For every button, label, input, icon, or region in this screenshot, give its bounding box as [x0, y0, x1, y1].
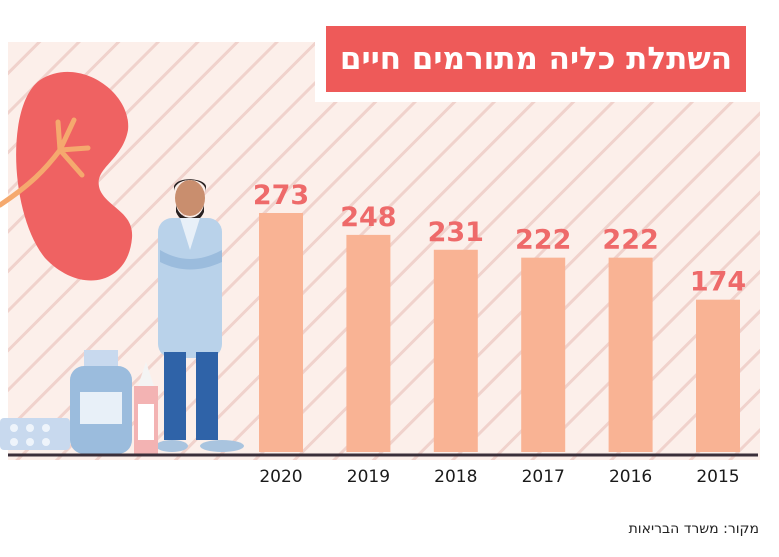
vial-icon: [134, 362, 158, 454]
title-banner: השתלת כליה מתורמים חיים: [326, 26, 746, 92]
bars-group: [259, 213, 740, 452]
value-label-2017: 222: [515, 225, 571, 256]
x-tick-2015: 2015: [696, 467, 739, 487]
x-tick-2016: 2016: [609, 467, 652, 487]
x-tick-2017: 2017: [522, 467, 565, 487]
x-tick-2019: 2019: [347, 467, 390, 487]
bar-2016: [608, 257, 653, 452]
bar-2019: [346, 234, 391, 452]
chart-title: השתלת כליה מתורמים חיים: [339, 41, 733, 77]
value-label-2020: 273: [253, 180, 309, 211]
bar-2020: [259, 213, 303, 452]
value-labels-group: 273 248 231 222 222 174: [253, 180, 746, 298]
pill-blister-icon: [0, 418, 70, 450]
value-label-2015: 174: [690, 267, 746, 298]
x-tick-2020: 2020: [259, 467, 302, 487]
kidney-icon: [0, 71, 133, 281]
doctor-icon: [156, 179, 244, 452]
source-note: מקור: משרד הבריאות: [628, 521, 759, 537]
bar-2018: [433, 249, 478, 452]
x-tick-labels-group: 2020 2019 2018 2017 2016 2015: [259, 467, 739, 487]
value-label-2018: 231: [428, 217, 484, 248]
value-label-2019: 248: [340, 202, 396, 233]
medicine-bottle-icon: [70, 350, 132, 454]
bar-2017: [521, 257, 566, 452]
x-tick-2018: 2018: [434, 467, 477, 487]
bar-2015: [696, 299, 740, 452]
value-label-2016: 222: [602, 225, 658, 256]
